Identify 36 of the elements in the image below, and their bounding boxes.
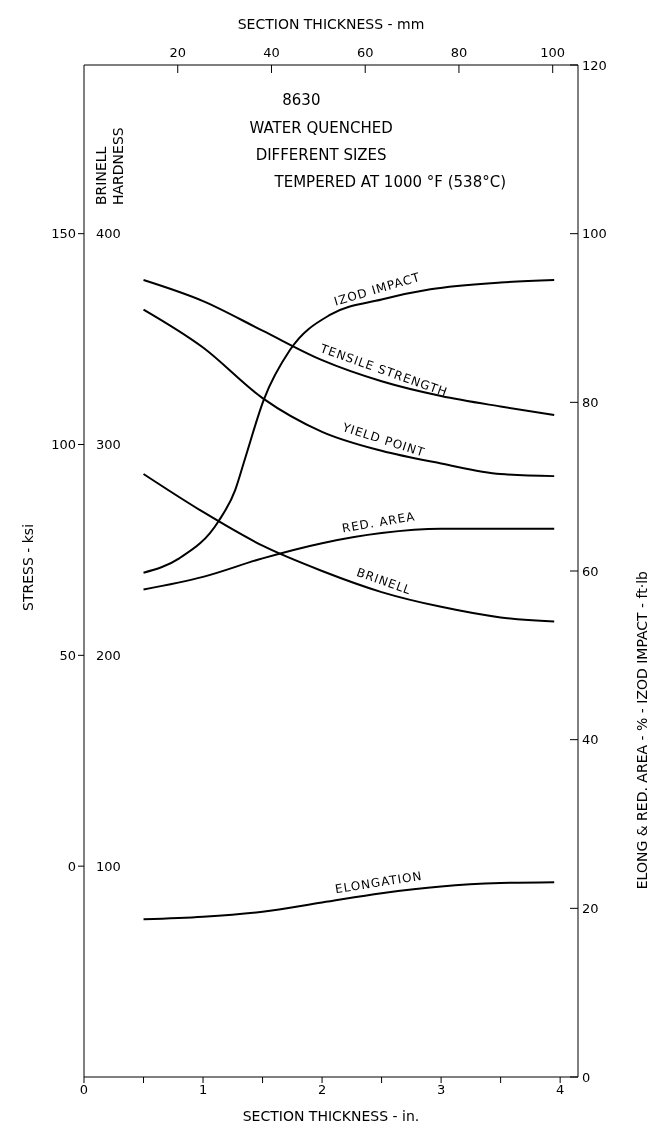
x2-tick-label: 20	[169, 45, 187, 60]
y2-tick-label: 100	[582, 226, 607, 242]
y-tick-label: 150	[51, 226, 76, 242]
y3-axis-title: BRINELL HARDNESS	[93, 127, 126, 205]
y3-tick-label: 300	[96, 437, 121, 453]
x-tick-label: 2	[317, 1082, 327, 1098]
x-tick-label: 1	[198, 1082, 208, 1098]
y2-tick-label: 120	[582, 57, 607, 73]
y2-tick-label: 20	[582, 900, 599, 916]
y3-tick-label: 400	[96, 226, 121, 242]
y2-tick-label: 80	[582, 394, 599, 410]
x2-tick-label: 60	[356, 45, 374, 60]
y2-tick-label: 40	[582, 732, 599, 748]
text: YIELD POINT	[339, 419, 427, 460]
x-tick-label: 3	[436, 1082, 446, 1098]
text: 8630	[282, 91, 321, 109]
y2-tick-label: 0	[582, 1069, 591, 1085]
x-tick-label: 0	[79, 1082, 89, 1098]
annotation: WATER QUENCHED	[249, 119, 393, 137]
x-axis-title: SECTION THICKNESS - in.	[242, 1108, 420, 1124]
y2-tick-label: 60	[582, 563, 599, 579]
y3-tick-label: 100	[96, 858, 121, 874]
x-tick-label: 4	[556, 1082, 565, 1098]
y-tick-label: 100	[51, 437, 76, 453]
y-tick-label: 50	[59, 647, 76, 663]
y-tick-label: 0	[67, 858, 76, 874]
x2-tick-label: 40	[263, 45, 280, 60]
x2-tick-label: 100	[540, 45, 566, 60]
annotation: TEMPERED AT 1000 °F (538°C)	[273, 173, 507, 191]
annotation: DIFFERENT SIZES	[255, 146, 387, 164]
x2-axis-title: SECTION THICKNESS - mm	[237, 16, 425, 32]
text: RED. AREA	[340, 509, 417, 536]
y3-tick-label: 200	[96, 647, 121, 663]
x2-tick-label: 80	[450, 45, 468, 60]
y2-axis-title: ELONG & RED. AREA - % - IZOD IMPACT - ft·lb	[633, 570, 650, 890]
y-axis-title: STRESS - ksi	[19, 523, 36, 611]
